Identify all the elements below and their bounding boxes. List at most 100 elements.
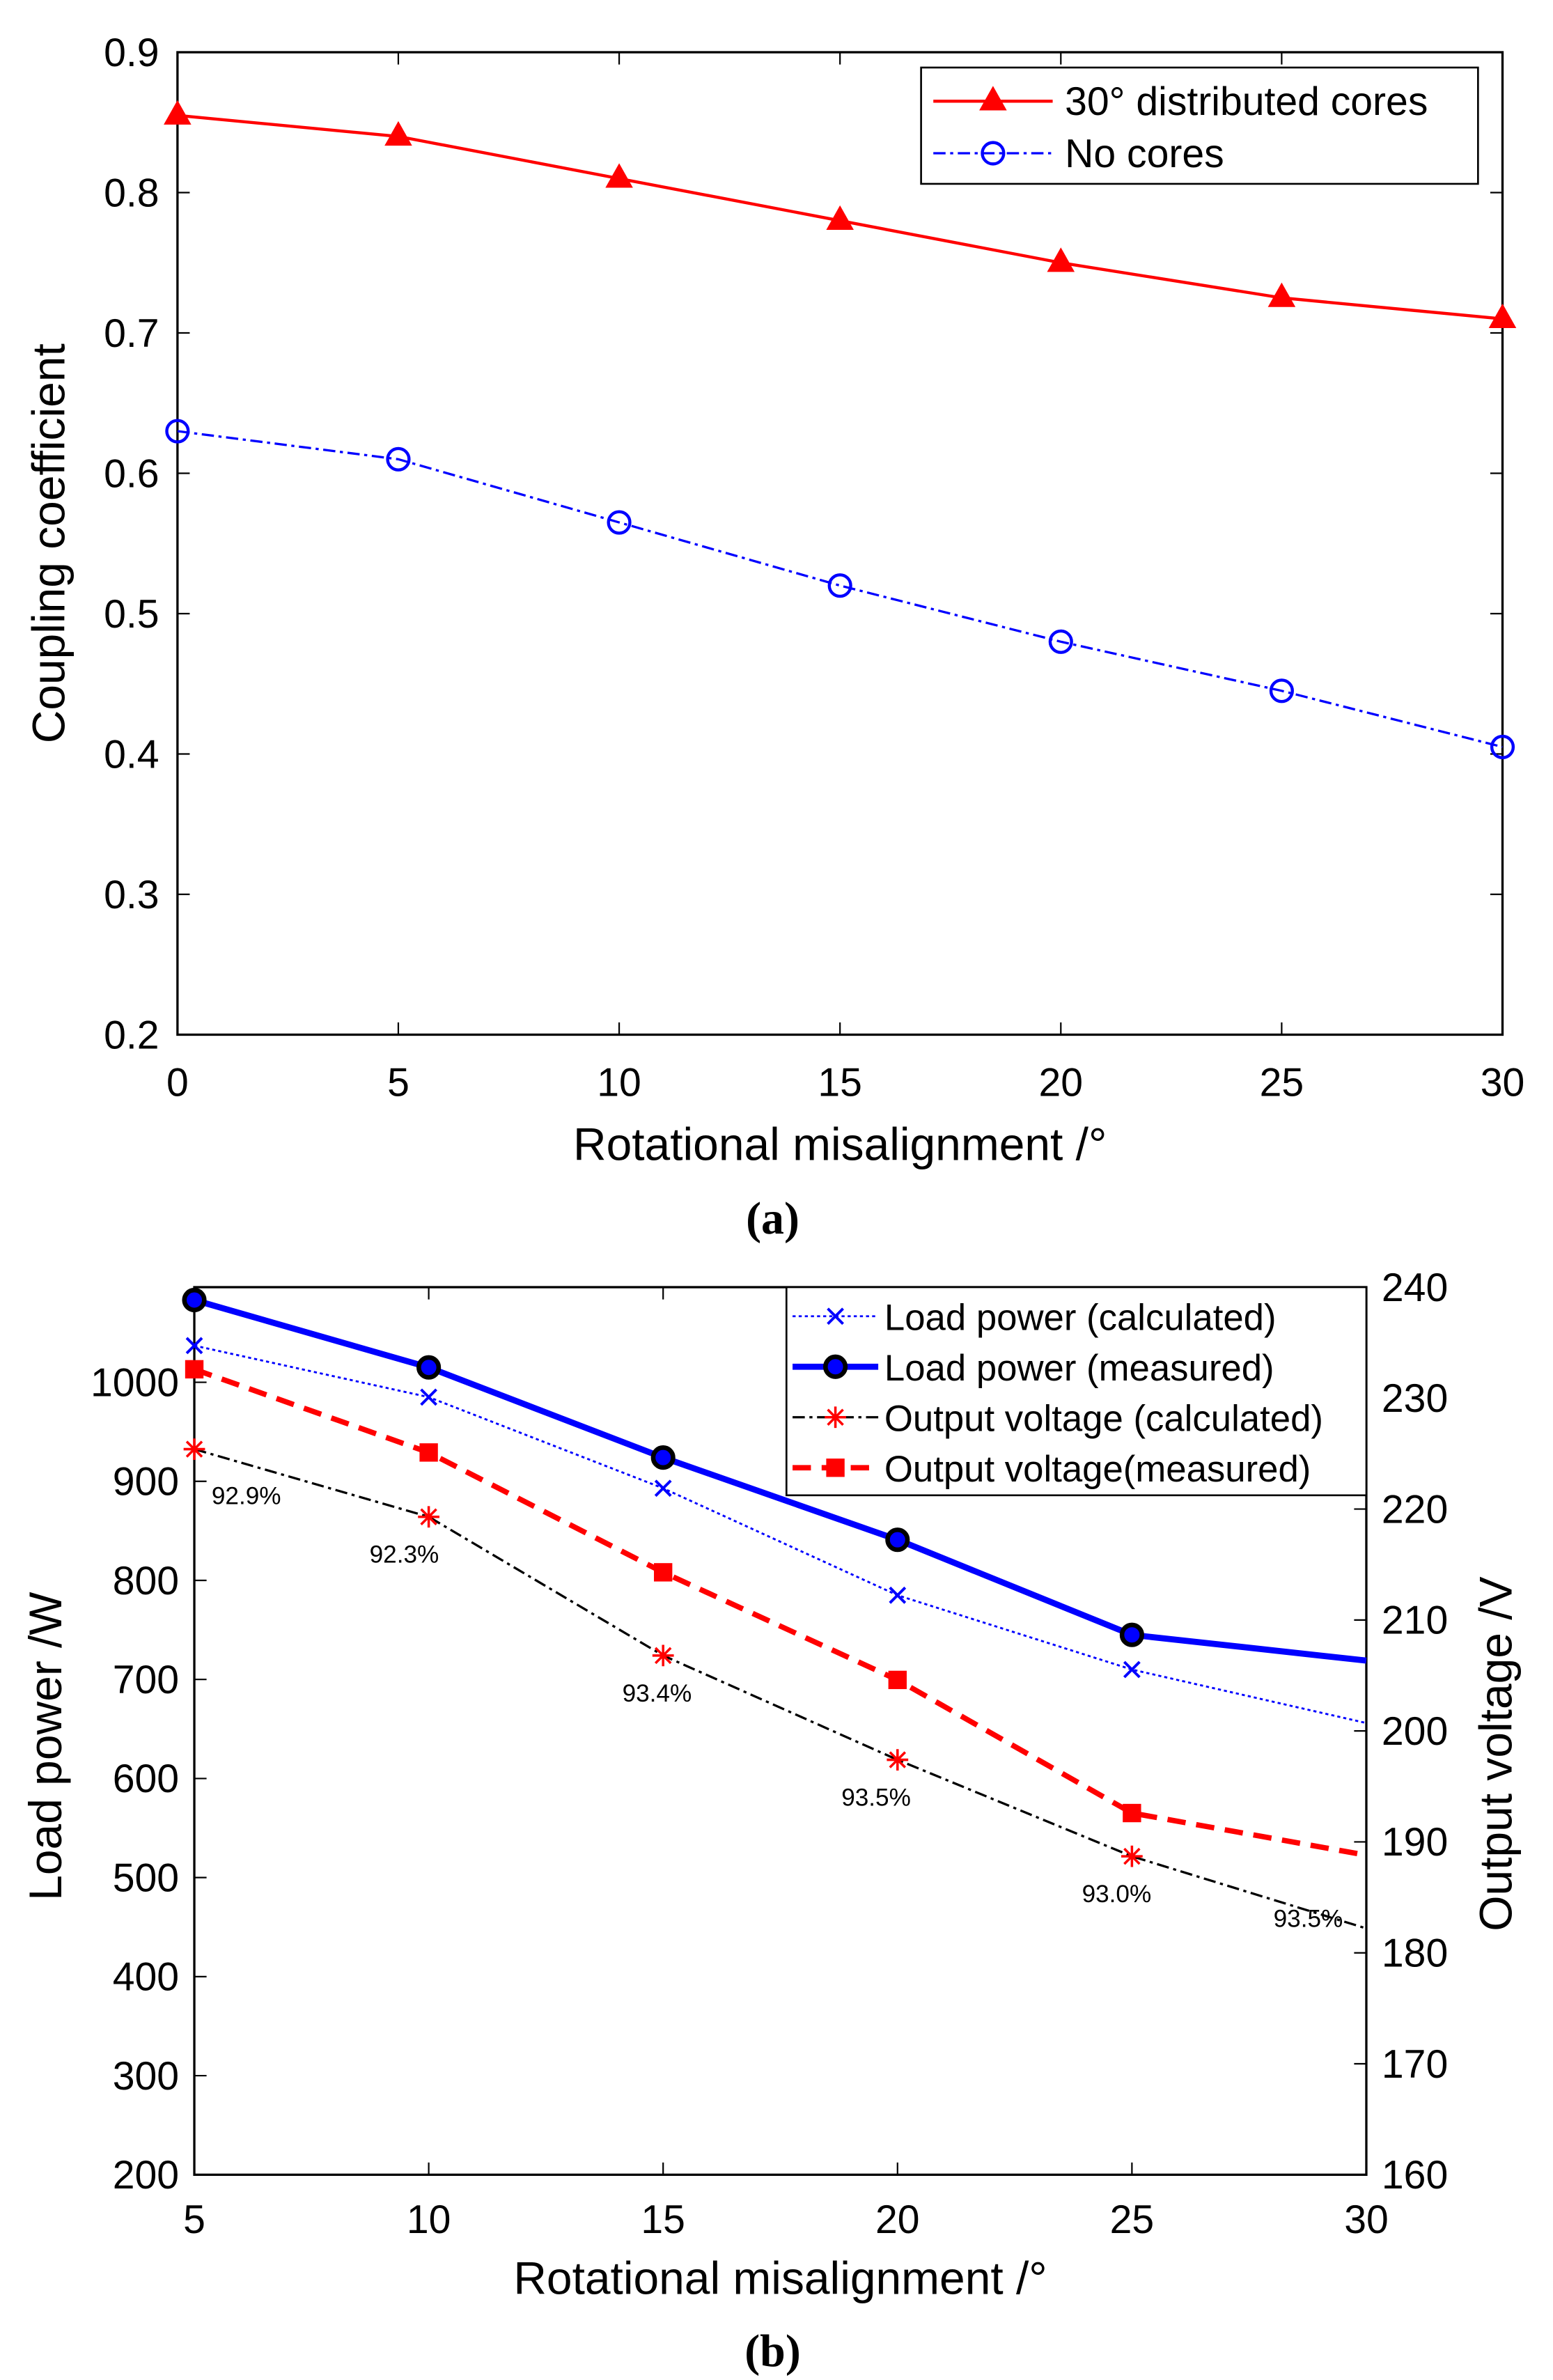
y-right-tick-label-b: 170 <box>1382 2042 1448 2087</box>
x-tick-label-a: 25 <box>1260 1060 1304 1105</box>
data-point-b <box>182 1287 207 1313</box>
legend-b <box>785 1286 1368 1497</box>
legend-label-b: Load power (calculated) <box>884 1298 1277 1339</box>
y-right-axis-label-b: Output voltage /V <box>1470 1576 1522 1931</box>
efficiency-annotation: 92.3% <box>370 1541 439 1569</box>
legend-marker-a <box>979 86 1007 111</box>
data-point-a <box>1267 282 1296 307</box>
data-point-a <box>827 573 852 598</box>
data-point-b <box>652 1644 674 1667</box>
data-point-b <box>650 1445 676 1470</box>
data-point-a <box>1490 734 1515 760</box>
y-tick-label-b: 1000 <box>91 1360 179 1405</box>
efficiency-annotation: 92.9% <box>212 1483 281 1510</box>
x-tick-label-b: 5 <box>183 2198 205 2242</box>
x-tick-label-b: 25 <box>1110 2198 1155 2242</box>
legend-label-b: Output voltage(measured) <box>884 1449 1311 1490</box>
data-point-b <box>887 1749 909 1771</box>
data-point-b <box>885 1527 910 1553</box>
y-right-tick-label-b: 160 <box>1382 2153 1448 2198</box>
data-point-b <box>419 1443 438 1462</box>
data-point-b <box>418 1506 439 1528</box>
data-point-a <box>1488 303 1517 329</box>
data-point-a <box>1048 629 1073 654</box>
y-tick-label-a: 0.5 <box>104 592 159 637</box>
data-point-b <box>1121 1845 1143 1867</box>
data-point-b <box>1123 1660 1141 1679</box>
data-point-b <box>185 1337 203 1355</box>
chart-a: 0 5 10 15 20 25 30 0.2 0.3 0.4 0.5 0.6 0.7 0.8 0.9 Rota… <box>22 31 1524 1170</box>
x-tick-label-b: 30 <box>1344 2198 1389 2242</box>
y-tick-label-a: 0.4 <box>104 732 159 777</box>
x-tick-label-a: 15 <box>818 1060 862 1105</box>
y-tick-label-a: 0.3 <box>104 873 159 917</box>
efficiency-annotation: 93.5% <box>1274 1905 1343 1932</box>
y-right-tick-label-b: 180 <box>1382 1931 1448 1976</box>
data-point-b <box>183 1438 205 1460</box>
y-right-tick-label-b: 200 <box>1382 1709 1448 1754</box>
y-tick-label-a: 0.7 <box>104 311 159 356</box>
series-line-b <box>193 1367 1367 1858</box>
data-point-b <box>185 1360 204 1379</box>
y-right-tick-label-b: 190 <box>1382 1820 1448 1865</box>
data-point-b <box>416 1355 442 1380</box>
y-tick-label-a: 0.6 <box>104 451 159 496</box>
series-line-a <box>177 430 1503 749</box>
series-line-b <box>194 1447 1367 1930</box>
y-tick-label-b: 400 <box>113 1955 179 2000</box>
data-point-a <box>164 100 192 125</box>
caption-b: (b) <box>744 2326 801 2377</box>
x-tick-label-a: 30 <box>1481 1060 1525 1105</box>
y-tick-label-b: 200 <box>113 2153 179 2198</box>
y-axis-label-a: Coupling coefficient <box>22 343 74 743</box>
y-right-tick-label-b: 210 <box>1382 1599 1448 1643</box>
legend-marker-b <box>823 1354 848 1379</box>
legend-label-b: Output voltage (calculated) <box>884 1399 1323 1440</box>
x-axis-label-b: Rotational misalignment /° <box>513 2253 1047 2304</box>
data-point-a <box>1047 247 1075 272</box>
x-tick-label-a: 20 <box>1039 1060 1084 1105</box>
legend-label-b: Load power (measured) <box>884 1348 1274 1389</box>
legend-a <box>920 66 1479 185</box>
data-point-a <box>607 510 632 535</box>
legend-label-a: 30° distributed cores <box>1065 79 1428 124</box>
plot-area-a <box>176 51 1504 1036</box>
data-point-b <box>1123 1803 1141 1823</box>
x-tick-label-a: 0 <box>166 1060 189 1105</box>
x-tick-label-a: 10 <box>597 1060 641 1105</box>
data-point-a <box>165 419 190 444</box>
x-tick-label-a: 5 <box>387 1060 409 1105</box>
data-point-a <box>384 120 412 146</box>
legend-label-a: No cores <box>1065 132 1224 176</box>
x-tick-label-b: 15 <box>641 2198 685 2242</box>
y-tick-label-b: 600 <box>113 1757 179 1801</box>
x-tick-label-b: 10 <box>407 2198 451 2242</box>
efficiency-annotation: 93.0% <box>1082 1881 1152 1908</box>
y-tick-label-b: 700 <box>113 1658 179 1702</box>
data-point-b <box>889 1586 907 1604</box>
x-axis-label-a: Rotational misalignment /° <box>573 1119 1107 1170</box>
y-axis-label-b: Load power /W <box>19 1592 71 1900</box>
data-point-a <box>1269 678 1294 703</box>
data-point-b <box>420 1388 437 1406</box>
y-tick-label-a: 0.2 <box>104 1013 159 1057</box>
caption-a: (a) <box>746 1193 799 1244</box>
y-right-tick-label-b: 220 <box>1382 1487 1448 1532</box>
legend-marker-a <box>981 141 1006 166</box>
data-point-b <box>1119 1622 1144 1647</box>
chart-b: 5 10 15 20 25 30 200 300 400 500 600 700 800 900 1000 1… <box>19 1266 1522 2304</box>
y-tick-label-b: 300 <box>113 2054 179 2099</box>
data-point-b <box>654 1479 672 1498</box>
y-right-tick-label-b: 230 <box>1382 1376 1448 1421</box>
legend-marker-b <box>827 1307 844 1325</box>
y-tick-label-b: 500 <box>113 1856 179 1900</box>
series-line-b <box>193 1297 1367 1664</box>
y-tick-label-a: 0.9 <box>104 31 159 75</box>
efficiency-annotation: 93.5% <box>841 1784 911 1811</box>
y-tick-label-a: 0.8 <box>104 171 159 215</box>
y-tick-label-b: 800 <box>113 1559 179 1603</box>
data-point-a <box>605 163 633 188</box>
x-tick-label-b: 20 <box>875 2198 920 2242</box>
data-point-a <box>826 205 854 230</box>
